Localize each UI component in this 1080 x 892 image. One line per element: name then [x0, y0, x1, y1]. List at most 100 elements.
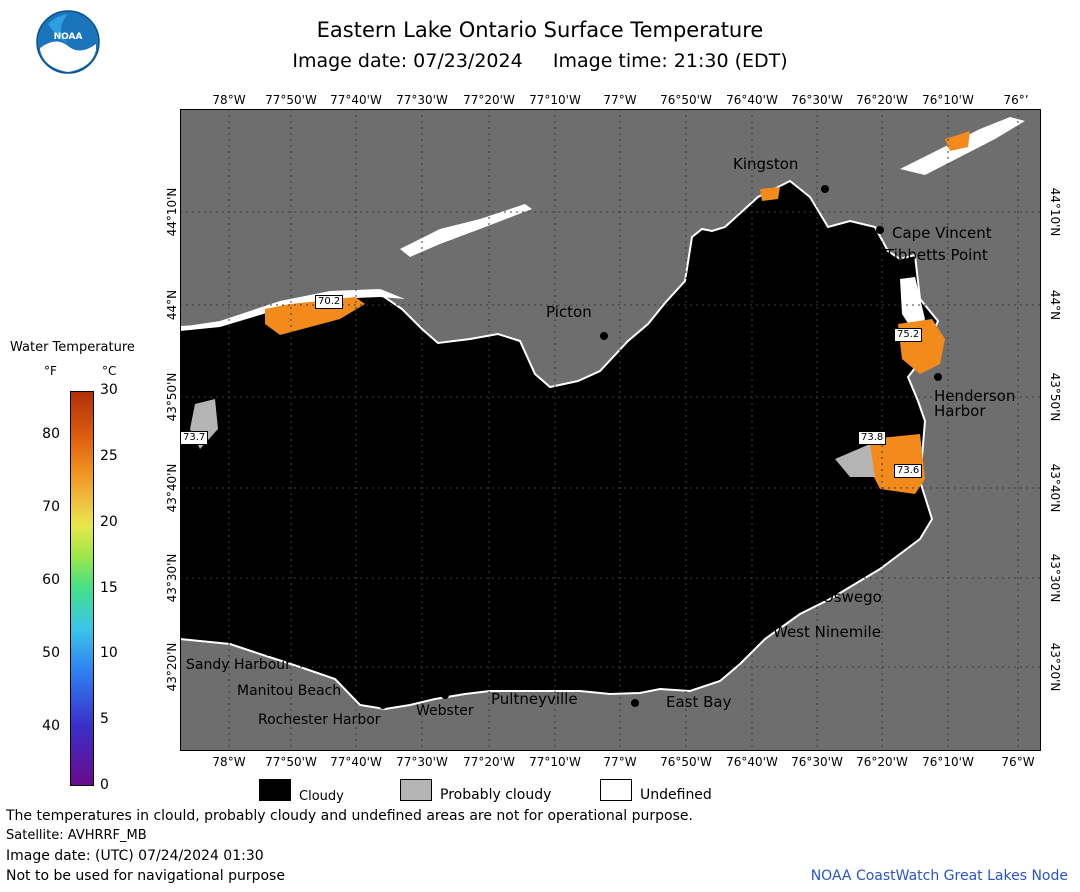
bottom-lon-label: 77°20'W	[463, 755, 515, 769]
marker-picton	[600, 332, 608, 340]
temp-label: 70.2	[315, 295, 344, 309]
place-label-east-bay: East Bay	[666, 693, 732, 711]
place-label-cape-vincent: Cape Vincent	[892, 224, 992, 242]
place-label-west-ninemile: West Ninemile	[773, 623, 881, 641]
bottom-lon-label: 77°50'W	[265, 755, 317, 769]
marker-tibbetts-point	[867, 244, 875, 252]
key-swatch-probably-cloudy	[400, 779, 432, 801]
legend-unit-f: °F	[44, 364, 57, 378]
image-datetime: Image date: 07/23/2024 Image time: 21:30…	[292, 50, 788, 72]
top-lon-label: 77°10'W	[529, 93, 581, 107]
place-label-manitou-beach: Manitou Beach	[237, 683, 342, 699]
legend-tick-c: 20	[100, 513, 118, 530]
legend-unit-c: °C	[102, 364, 117, 378]
bottom-lon-label: 77°W	[603, 755, 637, 769]
right-lat-label: 43°50'N	[1048, 372, 1062, 422]
top-lon-label: 77°30'W	[396, 93, 448, 107]
warm-water-kingston	[760, 187, 780, 201]
top-lon-label: 76°ʼ	[1003, 93, 1029, 107]
left-lat-label: 43°20'N	[165, 642, 179, 692]
key-label-undefined: Undefined	[640, 787, 712, 803]
place-label-harbor: Harbor	[934, 402, 986, 420]
place-label-kingston: Kingston	[733, 155, 799, 173]
right-lat-label: 44°10'N	[1048, 187, 1062, 237]
bottom-lon-label: 76°50'W	[660, 755, 712, 769]
marker-henderson-harbor	[934, 373, 942, 381]
undefined-northwest-shore	[180, 289, 405, 331]
legend-tick-c: 0	[100, 777, 109, 793]
key-swatch-undefined	[600, 779, 632, 801]
left-lat-label: 44°N	[165, 289, 179, 321]
marker-rochester-harbor	[379, 701, 387, 709]
place-label-webster: Webster	[416, 703, 474, 719]
left-lat-label: 44°10'N	[165, 187, 179, 237]
place-label-pultneyville: Pultneyville	[491, 690, 578, 708]
top-lon-label: 77°50'W	[265, 93, 317, 107]
marker-kingston	[821, 185, 829, 193]
place-label-oswego: Oswego	[822, 588, 882, 606]
marker-webster	[441, 691, 449, 699]
key-label-probably-cloudy: Probably cloudy	[440, 787, 552, 803]
legend-tick-f: 70	[42, 499, 60, 516]
legend-tick-c: 15	[100, 579, 118, 596]
noaa-logo: NOAA	[36, 10, 100, 74]
undefined-north-strip	[400, 204, 532, 257]
place-label-sandy-harbour: Sandy Harbour	[186, 657, 291, 673]
marker-cape-vincent	[876, 226, 884, 234]
warm-water-northeast	[945, 131, 970, 151]
map-frame	[180, 109, 1041, 751]
right-lat-label: 43°40'N	[1048, 463, 1062, 513]
bottom-lon-label: 77°40'W	[330, 755, 382, 769]
key-swatch-cloudy	[259, 779, 291, 801]
legend-tick-c: 25	[100, 447, 118, 464]
legend-tick-c: 5	[100, 711, 109, 728]
footer-utc-date: Image date: (UTC) 07/24/2024 01:30	[6, 848, 264, 864]
bottom-lon-label: 77°10'W	[529, 755, 581, 769]
top-lon-label: 76°30'W	[791, 93, 843, 107]
bottom-lon-label: 77°30'W	[396, 755, 448, 769]
marker-oswego	[806, 590, 814, 598]
right-lat-label: 43°30'N	[1048, 553, 1062, 603]
graticule	[180, 109, 1041, 751]
bottom-lon-label: 78°W	[212, 755, 246, 769]
temp-label: 73.6	[894, 464, 923, 478]
place-label-tibbetts-point: Tibbetts Point	[885, 246, 988, 264]
temp-label: 73.8	[858, 431, 887, 445]
bottom-lon-label: 76°10'W	[922, 755, 974, 769]
place-label-rochester-harbor: Rochester Harbor	[258, 712, 381, 728]
right-lat-label: 44°N	[1048, 289, 1062, 321]
top-lon-label: 76°40'W	[726, 93, 778, 107]
city-markers	[265, 185, 942, 709]
legend-title: Water Temperature	[10, 340, 135, 355]
footer-satellite: Satellite: AVHRRF_MB	[6, 828, 147, 843]
bottom-lon-label: 76°W	[1001, 755, 1035, 769]
left-lat-label: 43°40'N	[165, 463, 179, 513]
marker-east-bay	[631, 699, 639, 707]
top-lon-label: 77°40'W	[330, 93, 382, 107]
bottom-lon-label: 76°40'W	[726, 755, 778, 769]
page-title: Eastern Lake Ontario Surface Temperature	[316, 18, 764, 42]
credit-link[interactable]: NOAA CoastWatch Great Lakes Node	[810, 868, 1068, 884]
top-lon-label: 76°50'W	[660, 93, 712, 107]
place-label-henderson: Henderson	[934, 387, 1016, 405]
temp-label: 73.7	[180, 431, 209, 445]
footer-disclaimer: The temperatures in clould, probably clo…	[6, 808, 693, 824]
legend-tick-c: 30	[100, 382, 118, 398]
legend-tick-c: 10	[100, 645, 118, 662]
top-lon-label: 78°W	[212, 93, 246, 107]
temperature-map[interactable]: Kingston Cape Vincent Tibbetts Point Pic…	[180, 109, 1041, 751]
top-lon-label: 76°10'W	[922, 93, 974, 107]
top-lon-label: 77°20'W	[463, 93, 515, 107]
legend-tick-f: 50	[42, 645, 60, 662]
bottom-lon-label: 76°30'W	[791, 755, 843, 769]
temp-label: 75.2	[894, 328, 923, 342]
place-label-picton: Picton	[546, 303, 592, 321]
marker-sandy-harbour	[265, 648, 273, 656]
marker-pultneyville	[541, 682, 549, 690]
legend-tick-f: 60	[42, 572, 60, 589]
legend-tick-f: 40	[42, 718, 60, 735]
footer-navigation-warning: Not to be used for navigational purpose	[6, 868, 285, 884]
bottom-lon-label: 76°20'W	[856, 755, 908, 769]
left-lat-label: 43°50'N	[165, 372, 179, 422]
top-lon-label: 77°W	[603, 93, 637, 107]
